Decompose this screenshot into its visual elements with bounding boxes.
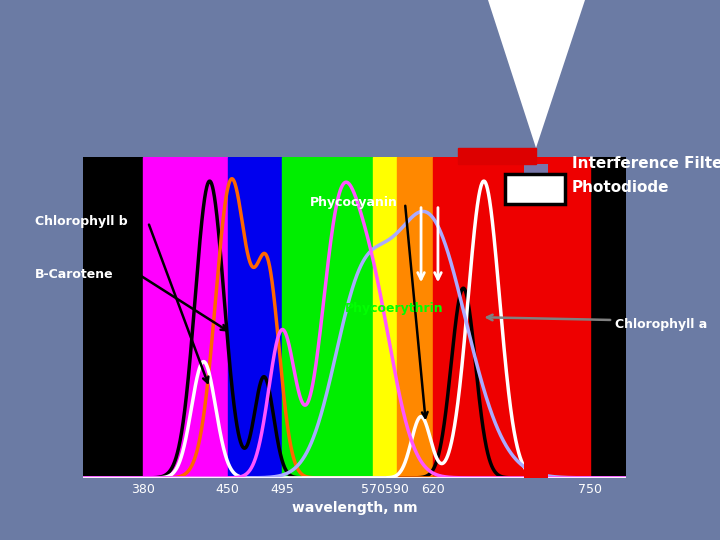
Bar xyxy=(433,157,590,478)
Bar xyxy=(373,157,397,478)
Text: Chlorophyll b: Chlorophyll b xyxy=(35,215,127,228)
Bar xyxy=(524,204,548,478)
Bar xyxy=(524,164,548,204)
Text: Interference Filter: Interference Filter xyxy=(572,156,720,171)
Bar xyxy=(143,157,228,478)
X-axis label: wavelength, nm: wavelength, nm xyxy=(292,501,418,515)
Polygon shape xyxy=(488,0,585,148)
Text: Phycoerythrin: Phycoerythrin xyxy=(345,302,444,315)
Bar xyxy=(397,157,433,478)
Text: B-Carotene: B-Carotene xyxy=(35,268,114,281)
Text: Photodiode: Photodiode xyxy=(572,180,670,195)
Bar xyxy=(458,148,536,164)
Text: Chlorophyll a: Chlorophyll a xyxy=(615,318,707,331)
Bar xyxy=(228,157,282,478)
Bar xyxy=(282,157,373,478)
Text: Phycocyanin: Phycocyanin xyxy=(310,196,398,209)
Bar xyxy=(505,174,565,204)
